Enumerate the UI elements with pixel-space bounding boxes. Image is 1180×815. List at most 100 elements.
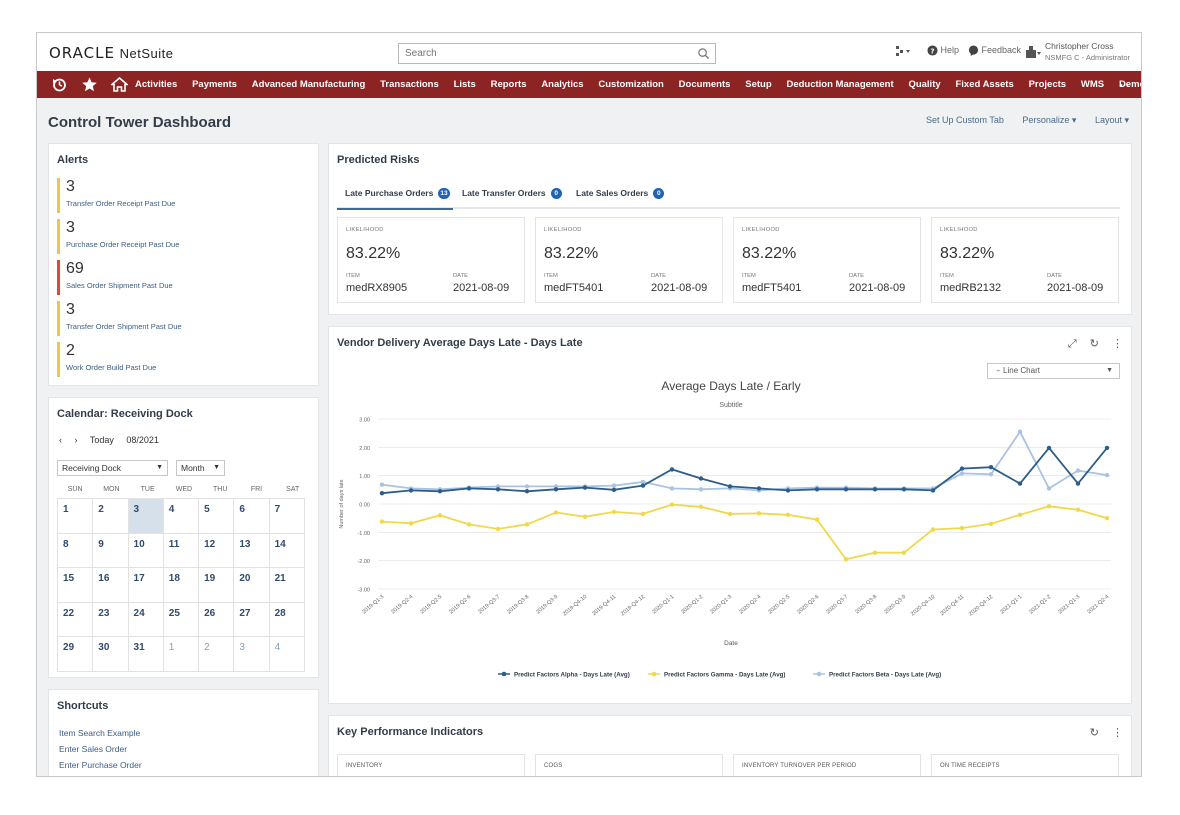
calendar-day[interactable]: 13 — [233, 533, 269, 569]
alert-label[interactable]: Transfer Order Shipment Past Due — [66, 322, 297, 331]
risk-card[interactable]: LIKELIHOOD 83.22% ITEM medRX8905 DATE 2021-08… — [337, 217, 525, 303]
calendar-day[interactable]: 12 — [198, 533, 234, 569]
nav-item-wms[interactable]: WMS — [1081, 71, 1104, 98]
calendar-day[interactable]: 10 — [128, 533, 164, 569]
calendar-today-button[interactable]: Today — [90, 435, 114, 445]
calendar-day[interactable]: 31 — [128, 636, 164, 672]
nav-item-setup[interactable]: Setup — [745, 71, 771, 98]
kpi-card[interactable]: INVENTORY TURNOVER PER PERIOD — [733, 754, 921, 777]
recent-history-icon[interactable] — [51, 76, 68, 93]
calendar-view-select[interactable]: Month ▼ — [176, 460, 225, 476]
nav-more-button[interactable]: ... — [1120, 77, 1129, 89]
nav-item-analytics[interactable]: Analytics — [541, 71, 583, 98]
calendar-day[interactable]: 3 — [128, 498, 164, 534]
alert-label[interactable]: Transfer Order Receipt Past Due — [66, 199, 297, 208]
calendar-day[interactable]: 28 — [269, 602, 305, 638]
calendar-day[interactable]: 16 — [92, 567, 128, 603]
calendar-day[interactable]: 26 — [198, 602, 234, 638]
tab-late-purchase-orders[interactable]: Late Purchase Orders 13 — [337, 184, 453, 210]
alert-item[interactable]: 2 Work Order Build Past Due — [57, 342, 297, 377]
nav-item-activities[interactable]: Activities — [135, 71, 177, 98]
nav-item-fixed-assets[interactable]: Fixed Assets — [955, 71, 1013, 98]
calendar-day[interactable]: 7 — [269, 498, 305, 534]
feedback-link[interactable]: Feedback — [968, 45, 1021, 56]
kpi-card[interactable]: INVENTORY — [337, 754, 525, 777]
data-point — [902, 551, 906, 555]
oracle-netsuite-logo[interactable]: ORACLE NetSuite — [49, 44, 173, 62]
global-search[interactable] — [398, 43, 716, 64]
favorites-star-icon[interactable] — [81, 76, 98, 93]
alert-item[interactable]: 69 Sales Order Shipment Past Due — [57, 260, 297, 295]
nav-item-deduction-management[interactable]: Deduction Management — [786, 71, 893, 98]
alert-item[interactable]: 3 Transfer Order Receipt Past Due — [57, 178, 297, 213]
shortcut-link[interactable]: Enter Purchase Order — [59, 760, 142, 770]
calendar-day[interactable]: 22 — [57, 602, 93, 638]
search-input[interactable] — [399, 44, 689, 63]
alert-item[interactable]: 3 Transfer Order Shipment Past Due — [57, 301, 297, 336]
data-point — [525, 522, 529, 526]
calendar-day[interactable]: 6 — [233, 498, 269, 534]
calendar-day[interactable]: 19 — [198, 567, 234, 603]
alert-label[interactable]: Work Order Build Past Due — [66, 363, 297, 372]
calendar-day[interactable]: 29 — [57, 636, 93, 672]
home-icon[interactable] — [111, 76, 128, 93]
calendar-day[interactable]: 30 — [92, 636, 128, 672]
calendar-day[interactable]: 21 — [269, 567, 305, 603]
calendar-day[interactable]: 4 — [269, 636, 305, 672]
calendar-day[interactable]: 11 — [163, 533, 199, 569]
user-menu[interactable]: Christopher Cross NSMFG C - Administrato… — [1045, 41, 1130, 63]
kpi-card[interactable]: COGS — [535, 754, 723, 777]
more-options-icon[interactable]: ⋮ — [1112, 727, 1123, 739]
alert-item[interactable]: 3 Purchase Order Receipt Past Due — [57, 219, 297, 254]
calendar-select[interactable]: Receiving Dock ▼ — [57, 460, 168, 476]
calendar-day[interactable]: 8 — [57, 533, 93, 569]
recent-records-menu[interactable] — [895, 45, 911, 58]
calendar-day[interactable]: 18 — [163, 567, 199, 603]
nav-item-quality[interactable]: Quality — [908, 71, 940, 98]
kpi-card[interactable]: ON TIME RECEIPTS — [931, 754, 1119, 777]
calendar-day[interactable]: 2 — [198, 636, 234, 672]
calendar-day[interactable]: 5 — [198, 498, 234, 534]
nav-item-advanced-manufacturing[interactable]: Advanced Manufacturing — [252, 71, 366, 98]
calendar-day[interactable]: 25 — [163, 602, 199, 638]
shortcut-link[interactable]: Enter Sales Order — [59, 744, 127, 754]
nav-item-projects[interactable]: Projects — [1029, 71, 1067, 98]
calendar-day[interactable]: 23 — [92, 602, 128, 638]
refresh-icon[interactable]: ↻ — [1090, 727, 1099, 739]
tab-late-transfer-orders[interactable]: Late Transfer Orders 0 — [462, 184, 562, 209]
set-up-custom-tab-link[interactable]: Set Up Custom Tab — [926, 115, 1004, 125]
calendar-day[interactable]: 24 — [128, 602, 164, 638]
chart-type-select[interactable]: ⌁ Line Chart ▼ — [987, 363, 1120, 379]
search-icon[interactable] — [697, 47, 710, 60]
help-link[interactable]: ? Help — [927, 45, 959, 56]
user-role-icon[interactable] — [1024, 43, 1042, 59]
nav-item-lists[interactable]: Lists — [454, 71, 476, 98]
risk-card[interactable]: LIKELIHOOD 83.22% ITEM medFT5401 DATE 2021-08… — [733, 217, 921, 303]
calendar-day[interactable]: 4 — [163, 498, 199, 534]
calendar-next-button[interactable]: › — [75, 435, 78, 445]
tab-late-sales-orders[interactable]: Late Sales Orders 0 — [576, 184, 664, 209]
shortcut-link[interactable]: Item Search Example — [59, 728, 140, 738]
alert-label[interactable]: Sales Order Shipment Past Due — [66, 281, 297, 290]
calendar-day[interactable]: 14 — [269, 533, 305, 569]
calendar-day[interactable]: 20 — [233, 567, 269, 603]
alert-label[interactable]: Purchase Order Receipt Past Due — [66, 240, 297, 249]
nav-item-transactions[interactable]: Transactions — [380, 71, 439, 98]
risk-card[interactable]: LIKELIHOOD 83.22% ITEM medRB2132 DATE 2021-08… — [931, 217, 1119, 303]
layout-menu[interactable]: Layout ▾ — [1095, 115, 1129, 125]
calendar-day[interactable]: 3 — [233, 636, 269, 672]
nav-item-reports[interactable]: Reports — [491, 71, 527, 98]
nav-item-customization[interactable]: Customization — [598, 71, 663, 98]
personalize-menu[interactable]: Personalize ▾ — [1022, 115, 1076, 125]
calendar-prev-button[interactable]: ‹ — [59, 435, 62, 445]
nav-item-payments[interactable]: Payments — [192, 71, 237, 98]
calendar-day[interactable]: 27 — [233, 602, 269, 638]
calendar-day[interactable]: 2 — [92, 498, 128, 534]
calendar-day[interactable]: 1 — [57, 498, 93, 534]
calendar-day[interactable]: 9 — [92, 533, 128, 569]
nav-item-documents[interactable]: Documents — [679, 71, 731, 98]
calendar-day[interactable]: 17 — [128, 567, 164, 603]
calendar-day[interactable]: 15 — [57, 567, 93, 603]
risk-card[interactable]: LIKELIHOOD 83.22% ITEM medFT5401 DATE 2021-08… — [535, 217, 723, 303]
calendar-day[interactable]: 1 — [163, 636, 199, 672]
